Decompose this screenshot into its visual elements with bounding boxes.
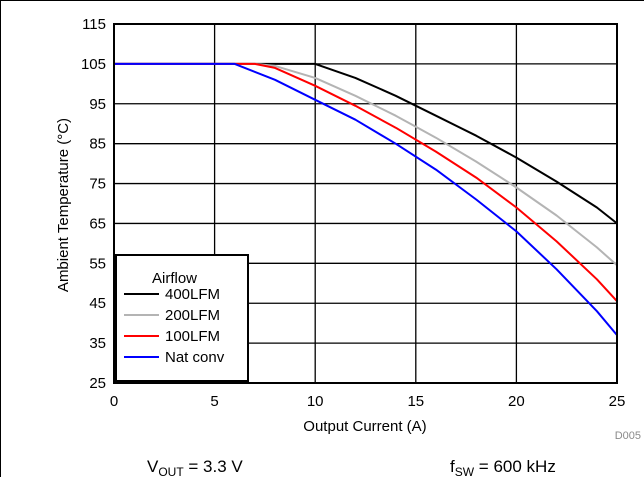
vout-subscript: OUT — [158, 465, 184, 477]
tick-labels: 0 5 10 15 20 25 25 35 45 55 65 75 85 95 105 115 — [81, 16, 625, 410]
series-line-nat-conv — [114, 62, 618, 336]
series-line-100lfm — [114, 62, 618, 302]
x-tick-label: 25 — [609, 393, 626, 410]
legend-box — [115, 254, 249, 382]
legend-label-nat-conv: Nat conv — [165, 349, 225, 366]
legend-label-400lfm: 400LFM — [165, 286, 220, 303]
x-axis-title: Output Current (A) — [303, 418, 426, 435]
y-tick-label: 65 — [89, 215, 106, 232]
y-tick-label: 45 — [89, 295, 106, 312]
x-tick-label: 0 — [110, 393, 118, 410]
fsw-value: = 600 kHz — [474, 457, 556, 476]
y-tick-label: 55 — [89, 255, 106, 272]
legend-items: 400LFM 200LFM 100LFM Nat conv — [124, 286, 225, 366]
x-tick-label: 15 — [407, 393, 424, 410]
legend: Airflow 400LFM 200LFM 100LFM Nat conv — [115, 254, 249, 382]
legend-title: Airflow — [152, 270, 197, 287]
series-line-200lfm — [114, 62, 618, 267]
series-line-400lfm — [114, 62, 618, 225]
fsw-caption: fSW = 600 kHz — [450, 457, 556, 477]
y-axis-title: Ambient Temperature (°C) — [55, 118, 72, 292]
plot-border — [113, 23, 618, 384]
series-group — [114, 62, 618, 336]
y-tick-label: 25 — [89, 375, 106, 392]
fsw-subscript: SW — [455, 465, 475, 477]
x-tick-label: 5 — [210, 393, 218, 410]
y-tick-label: 105 — [81, 56, 106, 73]
legend-label-100lfm: 100LFM — [165, 328, 220, 345]
y-tick-label: 115 — [82, 16, 106, 33]
x-tick-label: 20 — [508, 393, 525, 410]
legend-label-200lfm: 200LFM — [165, 307, 220, 324]
vout-caption: VOUT = 3.3 V — [147, 457, 243, 477]
x-tick-label: 10 — [307, 393, 324, 410]
fsw-symbol: f — [450, 457, 455, 476]
watermark-label: D005 — [615, 430, 641, 442]
y-tick-label: 35 — [89, 335, 106, 352]
y-tick-label: 85 — [89, 136, 106, 153]
vout-value: = 3.3 V — [184, 457, 244, 476]
y-tick-label: 75 — [89, 176, 106, 193]
vout-symbol: V — [147, 457, 159, 476]
y-tick-label: 95 — [89, 96, 106, 113]
